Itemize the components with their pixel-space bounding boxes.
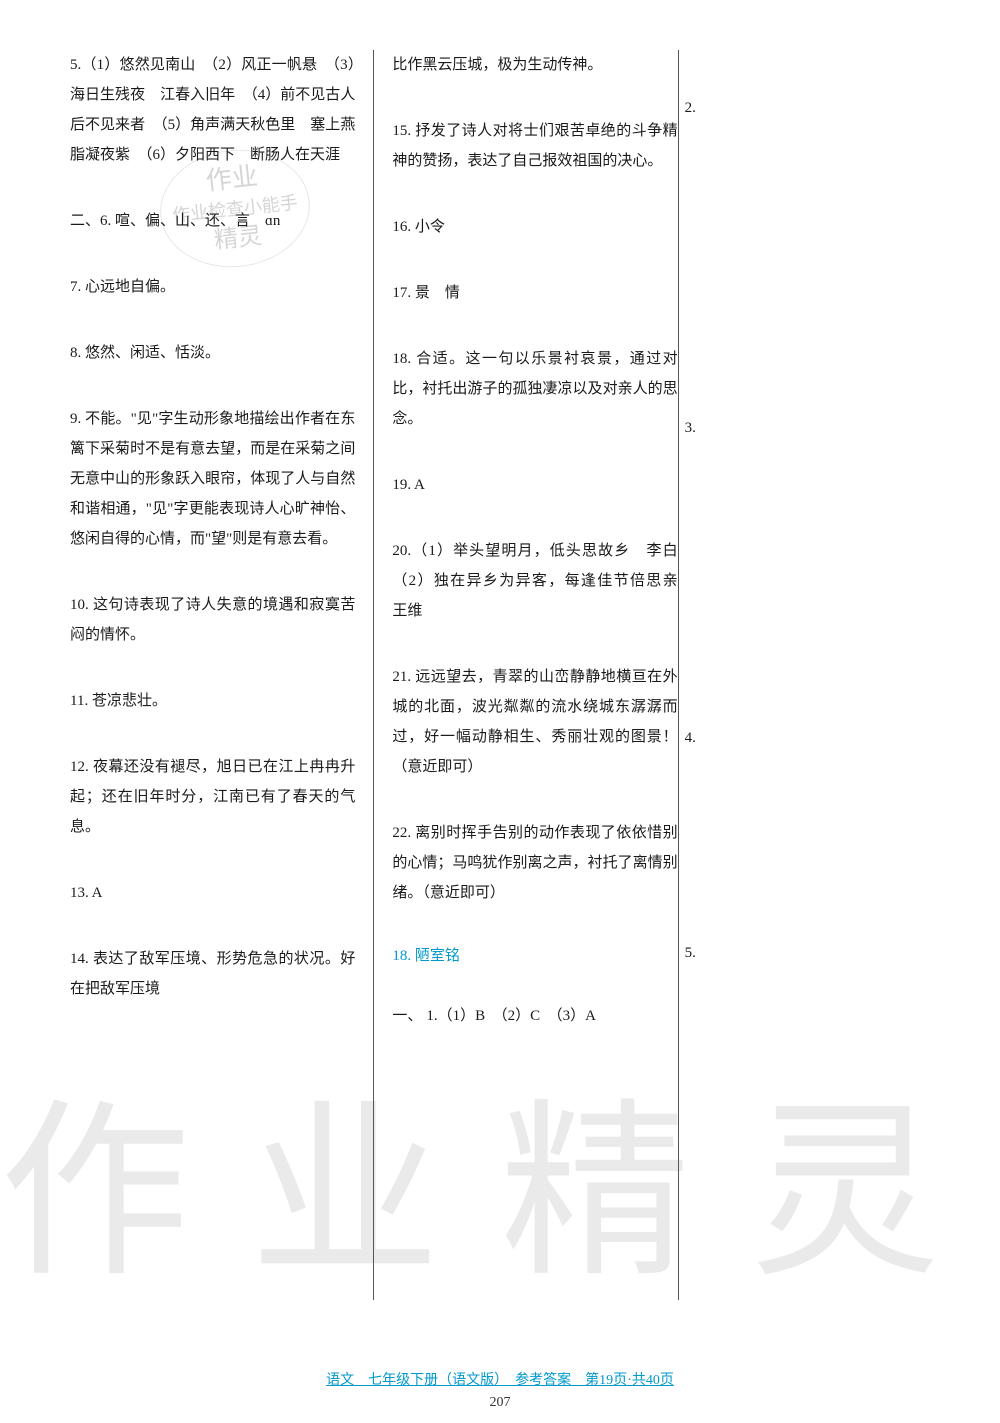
right-column: 比作黑云压城，极为生动传神。 15. 抒发了诗人对将士们艰苦卓绝的斗争精神的赞扬… (374, 50, 678, 1300)
answer-1-text: 1.（1）B （2）C （3）A (426, 1008, 596, 1024)
margin-num-3: 3. (685, 420, 696, 437)
section-1-label: 一、 (392, 1008, 422, 1024)
answer-20: 20.（1）举头望明月，低头思故乡 李白 （2）独在异乡为异客，每逢佳节倍思亲 … (392, 536, 677, 626)
page-body: 5.（1）悠然见南山 （2）风正一帆悬 （3）海日生残夜 江春入旧年 （4）前不… (0, 0, 1000, 1330)
margin-num-5: 5. (685, 945, 696, 962)
answer-14-cont: 比作黑云压城，极为生动传神。 (392, 50, 677, 80)
answer-6: 二、6. 喧、偏、山、还、言 ɑn (70, 206, 355, 236)
answer-17: 17. 景 情 (392, 278, 677, 308)
left-column: 5.（1）悠然见南山 （2）风正一帆悬 （3）海日生残夜 江春入旧年 （4）前不… (70, 50, 374, 1300)
answer-14: 14. 表达了敌军压境、形势危急的状况。好在把敌军压境 (70, 944, 355, 1004)
answer-12: 12. 夜幕还没有褪尽，旭日已在江上冉冉升起；还在旧年时分，江南已有了春天的气息… (70, 752, 355, 842)
answer-22: 22. 离别时挥手告别的动作表现了依依惜别的心情；马鸣犹作别离之声，衬托了离情别… (392, 818, 677, 908)
answer-9: 9. 不能。"见"字生动形象地描绘出作者在东篱下采菊时不是有意去望，而是在采菊之… (70, 404, 355, 554)
answer-5: 5.（1）悠然见南山 （2）风正一帆悬 （3）海日生残夜 江春入旧年 （4）前不… (70, 50, 355, 170)
answer-10: 10. 这句诗表现了诗人失意的境遇和寂寞苦闷的情怀。 (70, 590, 355, 650)
answer-16: 16. 小令 (392, 212, 677, 242)
lesson-18-title: 18. 陋室铭 (392, 944, 677, 965)
answer-11: 11. 苍凉悲壮。 (70, 686, 355, 716)
section-2-label: 二、 (70, 213, 100, 229)
answer-7: 7. 心远地自偏。 (70, 272, 355, 302)
answer-8: 8. 悠然、闲适、恬淡。 (70, 338, 355, 368)
answer-sec1-q1: 一、1.（1）B （2）C （3）A (392, 1001, 677, 1031)
next-column-margin: 2. 3. 4. 5. (679, 50, 970, 1300)
answer-13: 13. A (70, 878, 355, 908)
page-footer: 语文 七年级下册（语文版） 参考答案 第19页·共40页 (0, 1369, 1000, 1389)
answer-21: 21. 远远望去，青翠的山峦静静地横亘在外城的北面，波光粼粼的流水绕城东潺潺而过… (392, 662, 677, 782)
margin-num-4: 4. (685, 730, 696, 747)
margin-num-2: 2. (685, 100, 696, 117)
page-number: 207 (0, 1395, 1000, 1411)
answer-18: 18. 合适。这一句以乐景衬哀景，通过对比，衬托出游子的孤独凄凉以及对亲人的思念… (392, 344, 677, 434)
answer-15: 15. 抒发了诗人对将士们艰苦卓绝的斗争精神的赞扬，表达了自己报效祖国的决心。 (392, 116, 677, 176)
answer-19: 19. A (392, 470, 677, 500)
answer-6-text: 6. 喧、偏、山、还、言 ɑn (100, 213, 280, 229)
